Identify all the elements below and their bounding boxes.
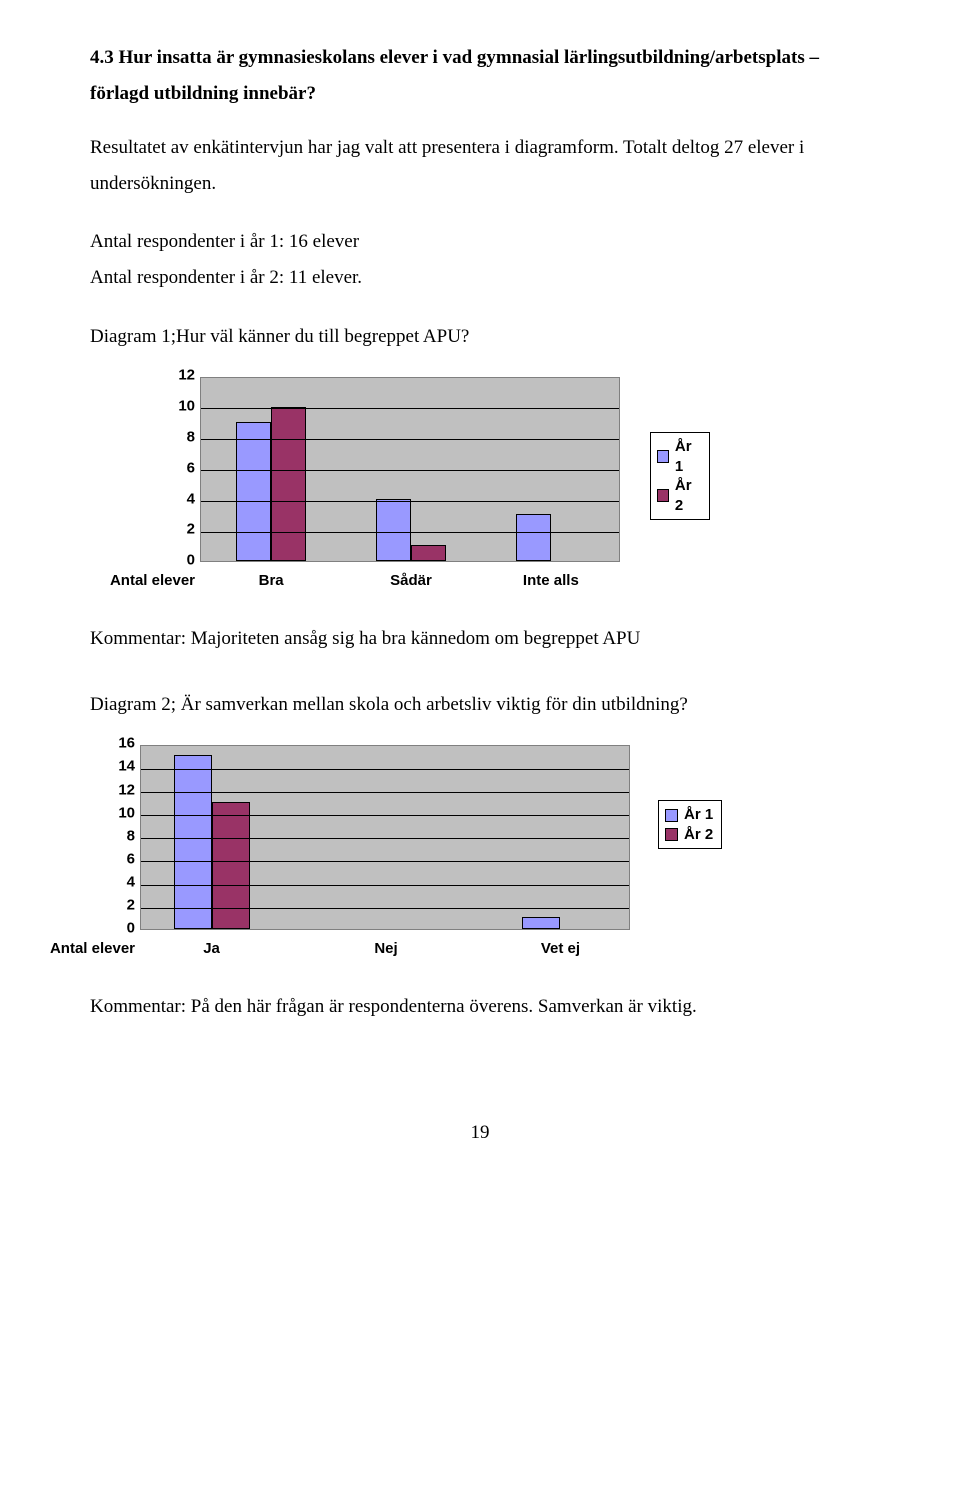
bar-series2 <box>271 407 306 561</box>
bar-series1 <box>522 917 560 929</box>
legend-swatch-1 <box>657 450 669 463</box>
x-category-label: Bra <box>259 561 284 596</box>
chart-box: 0246810121416JaNejVet ejAntal elever År 1… <box>90 745 775 959</box>
legend-label-2: År 2 <box>684 825 713 845</box>
legend-item-1: År 1 <box>665 805 713 825</box>
comment-2: Kommentar: På den här frågan är responde… <box>90 989 870 1025</box>
diagram2-title: Diagram 2; Är samverkan mellan skola och… <box>90 687 870 723</box>
gridline-overlay <box>201 501 619 502</box>
gridline-overlay <box>141 908 629 909</box>
y-tick-label: 10 <box>178 392 201 421</box>
bar-series1 <box>376 499 411 561</box>
gridline-overlay <box>201 408 619 409</box>
comment-1: Kommentar: Majoriteten ansåg sig ha bra … <box>90 621 870 657</box>
diagram1-title: Diagram 1;Hur väl känner du till begrepp… <box>90 319 870 355</box>
bar-series1 <box>516 514 551 560</box>
section-heading: 4.3 Hur insatta är gymnasieskolans eleve… <box>90 40 870 112</box>
respondents-line-1: Antal respondenter i år 1: 16 elever <box>90 224 870 260</box>
x-category-label: Nej <box>374 929 397 964</box>
legend-item-1: År 1 <box>657 437 701 476</box>
gridline-overlay <box>201 439 619 440</box>
gridline-overlay <box>141 792 629 793</box>
chart-box: 024681012BraSådärInte allsAntal elever År… <box>90 377 710 591</box>
bar-series2 <box>411 545 446 560</box>
gridline-overlay <box>141 885 629 886</box>
y-tick-label: 4 <box>187 485 201 514</box>
bar-series1 <box>236 422 271 561</box>
legend: År 1År 2 <box>650 432 710 520</box>
x-category-label: Ja <box>203 929 220 964</box>
y-tick-label: 12 <box>178 361 201 390</box>
legend-item-2: År 2 <box>657 476 701 515</box>
plot-area: 024681012BraSådärInte allsAntal elever <box>200 377 620 562</box>
plot-area: 0246810121416JaNejVet ejAntal elever <box>140 745 630 930</box>
bar-series2 <box>212 802 250 929</box>
y-tick-label: 6 <box>187 454 201 483</box>
y-tick-label: 8 <box>187 423 201 452</box>
page-number: 19 <box>90 1115 870 1151</box>
y-tick-label: 16 <box>118 730 141 759</box>
chart-1: 024681012BraSådärInte allsAntal elever År… <box>90 377 870 591</box>
y-tick-label: 2 <box>187 516 201 545</box>
legend-swatch-1 <box>665 809 678 822</box>
gridline-overlay <box>141 861 629 862</box>
y-axis-label: Antal elever <box>50 929 141 964</box>
gridline-overlay <box>201 470 619 471</box>
respondents-line-2: Antal respondenter i år 2: 11 elever. <box>90 260 870 296</box>
legend-swatch-2 <box>665 828 678 841</box>
intro-paragraph: Resultatet av enkätintervjun har jag val… <box>90 130 870 202</box>
gridline-overlay <box>141 838 629 839</box>
chart-2: 0246810121416JaNejVet ejAntal elever År 1… <box>90 745 870 959</box>
x-category-label: Vet ej <box>541 929 580 964</box>
gridline-overlay <box>141 815 629 816</box>
x-category-label: Sådär <box>390 561 432 596</box>
bar-series1 <box>174 755 212 928</box>
legend-label-2: År 2 <box>675 476 701 515</box>
y-axis-label: Antal elever <box>110 561 201 596</box>
legend-item-2: År 2 <box>665 825 713 845</box>
legend-label-1: År 1 <box>675 437 701 476</box>
gridline-overlay <box>141 769 629 770</box>
legend-swatch-2 <box>657 489 669 502</box>
legend: År 1År 2 <box>658 800 722 849</box>
x-category-label: Inte alls <box>523 561 579 596</box>
legend-label-1: År 1 <box>684 805 713 825</box>
gridline-overlay <box>201 532 619 533</box>
